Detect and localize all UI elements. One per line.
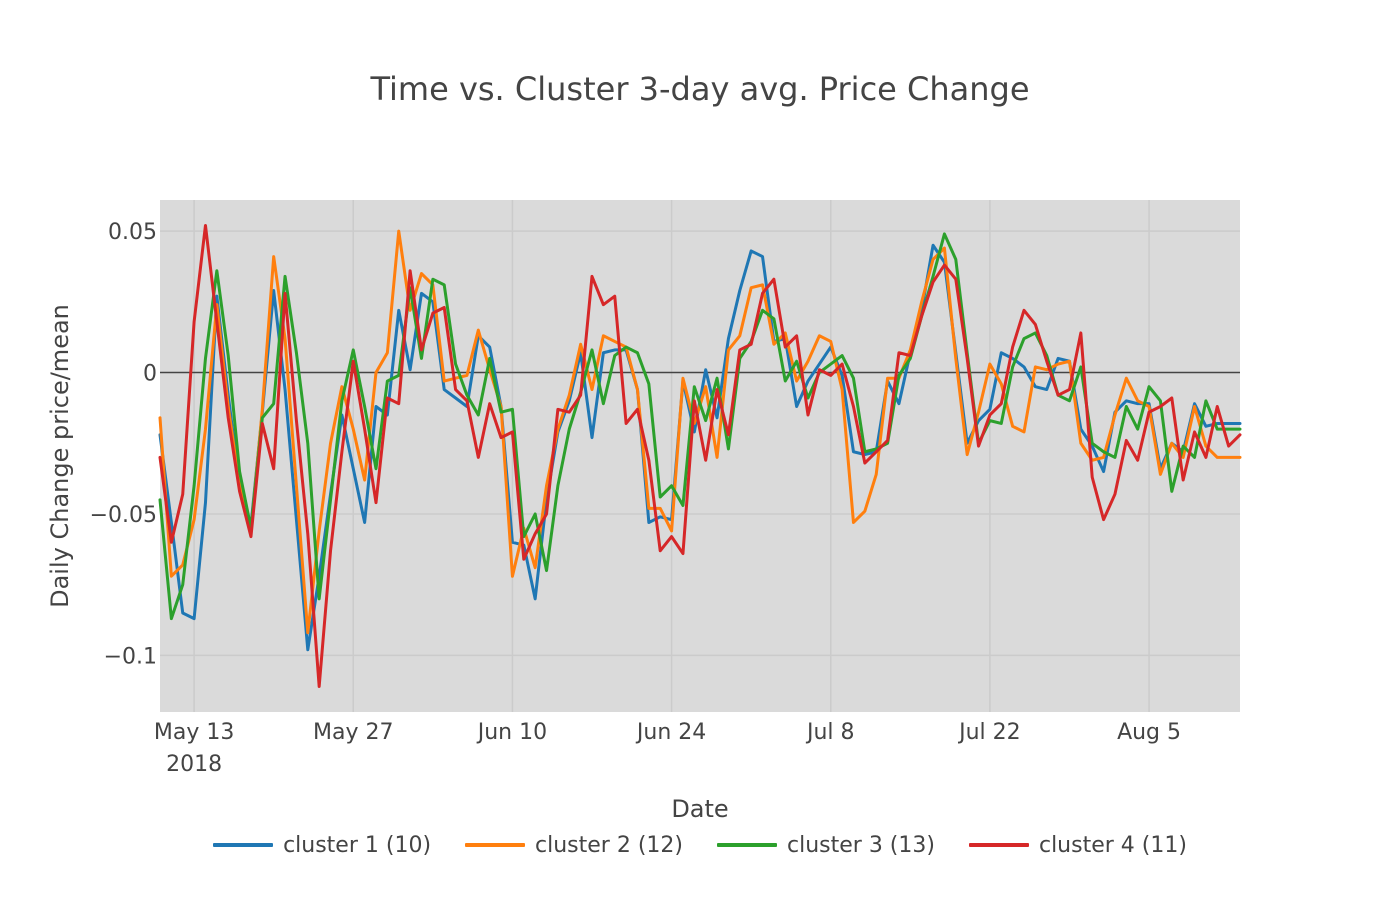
legend-swatch — [213, 843, 274, 847]
x-tick-labels: May 13 2018 May 27 Jun 10 Jun 24 Jul 8 Jul 22 A… — [154, 720, 1181, 777]
grid-lines — [160, 200, 1240, 712]
legend-item-cluster-2[interactable]: cluster 2 (12) — [465, 833, 683, 858]
legend-label: cluster 2 (12) — [535, 832, 683, 858]
y-tick-labels: 0.05 0 −0.05 −0.1 — [90, 220, 157, 669]
x-tick-label: Jun 24 — [635, 720, 706, 745]
legend-item-cluster-3[interactable]: cluster 3 (13) — [717, 833, 935, 858]
x-tick-sublabel: 2018 — [166, 752, 222, 777]
y-tick-label: 0.05 — [108, 220, 157, 245]
x-tick-label: Jul 8 — [805, 720, 855, 745]
x-tick-label: Jun 10 — [476, 720, 547, 745]
legend-label: cluster 3 (13) — [787, 832, 935, 858]
legend-swatch — [968, 843, 1029, 847]
legend-item-cluster-4[interactable]: cluster 4 (11) — [968, 832, 1187, 858]
legend-label: cluster 4 (11) — [1038, 832, 1187, 858]
x-tick-label: Jul 22 — [957, 720, 1021, 745]
legend-label: cluster 1 (10) — [283, 832, 432, 858]
y-axis-title: Daily Change price/mean — [46, 304, 74, 608]
legend-swatch — [717, 843, 777, 847]
legend: cluster 1 (10) cluster 2 (12) cluster 3 (1… — [0, 825, 1400, 865]
series-line-cluster-4 — [158, 223, 1242, 689]
y-tick-label: −0.1 — [104, 644, 157, 669]
x-tick-label: May 27 — [313, 720, 393, 745]
legend-item-cluster-1[interactable]: cluster 1 (10) — [213, 833, 431, 858]
x-tick-label: May 13 — [154, 720, 234, 745]
x-tick-label: Aug 5 — [1117, 720, 1181, 745]
x-axis-title: Date — [671, 795, 728, 823]
legend-swatch — [465, 843, 526, 847]
y-tick-label: 0 — [143, 362, 157, 387]
series-lines — [158, 223, 1242, 689]
y-tick-label: −0.05 — [90, 503, 157, 528]
series-line-cluster-3 — [158, 232, 1242, 621]
chart-title: Time vs. Cluster 3-day avg. Price Change — [369, 70, 1029, 108]
